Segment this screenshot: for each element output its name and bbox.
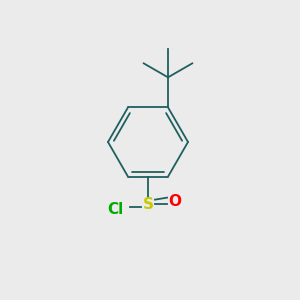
Text: S: S — [142, 197, 154, 212]
Text: Cl: Cl — [107, 202, 123, 217]
Text: O: O — [169, 194, 182, 209]
